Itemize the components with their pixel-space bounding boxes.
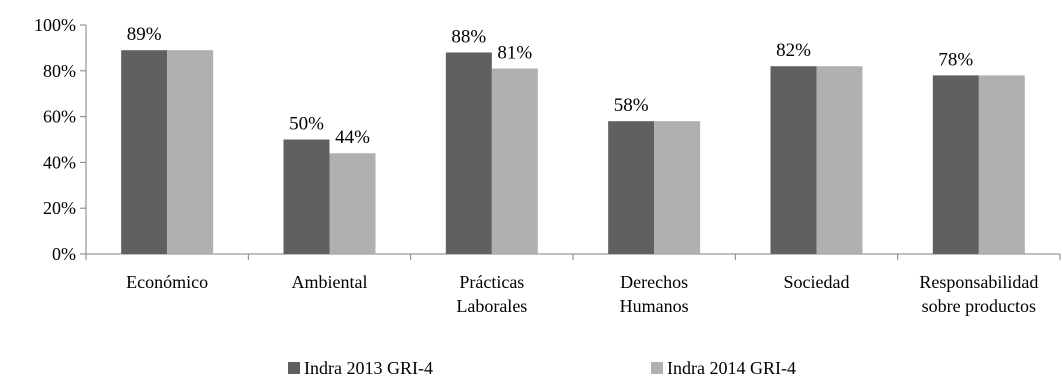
bar <box>283 139 330 254</box>
bar <box>770 66 817 254</box>
x-category-label: Ambiental <box>292 272 368 292</box>
bar <box>445 52 492 255</box>
legend-label: Indra 2013 GRI-4 <box>304 358 433 378</box>
legend-swatch <box>288 362 300 374</box>
data-label: 81% <box>497 43 532 64</box>
y-tick-label: 20% <box>43 198 76 218</box>
x-category-label: Sociedad <box>784 272 850 292</box>
x-category-label: Prácticas <box>459 272 524 292</box>
axes: 0% 20% 40% 60% 80% 100% <box>34 15 1061 264</box>
data-label: 89% <box>127 24 162 45</box>
legend-swatch <box>651 362 663 374</box>
data-label: 78% <box>938 49 973 70</box>
bar <box>816 66 863 254</box>
data-label: 88% <box>451 26 486 47</box>
data-label: 44% <box>335 127 370 148</box>
x-category-label: Derechos <box>620 272 688 292</box>
bar <box>608 121 655 255</box>
legend: Indra 2013 GRI-4 Indra 2014 GRI-4 <box>288 358 796 378</box>
data-label: 58% <box>614 95 649 116</box>
x-category-label: Económico <box>126 272 208 292</box>
x-category-label: Humanos <box>620 296 689 316</box>
x-category-label: sobre productos <box>922 296 1036 316</box>
y-tick-label: 60% <box>43 107 76 127</box>
y-tick-label: 100% <box>34 15 76 35</box>
category-labels: Económico Ambiental Prácticas Laborales Dere… <box>126 272 1038 316</box>
bar <box>491 68 538 254</box>
y-tick-label: 0% <box>52 244 76 264</box>
bar <box>654 121 701 255</box>
bar <box>932 75 979 254</box>
data-label: 82% <box>776 40 811 61</box>
x-category-label: Laborales <box>456 296 527 316</box>
data-labels: 89% 50% 44% 88% 81% 58% 82% 78% <box>127 24 974 148</box>
bar <box>121 50 168 254</box>
data-label: 50% <box>289 114 324 135</box>
bars <box>121 50 1025 255</box>
legend-label: Indra 2014 GRI-4 <box>667 358 796 378</box>
y-tick-label: 80% <box>43 61 76 81</box>
y-tick-label: 40% <box>43 152 76 172</box>
bar <box>978 75 1025 254</box>
bar <box>329 153 376 254</box>
x-category-label: Responsabilidad <box>919 272 1038 292</box>
bar <box>167 50 214 254</box>
